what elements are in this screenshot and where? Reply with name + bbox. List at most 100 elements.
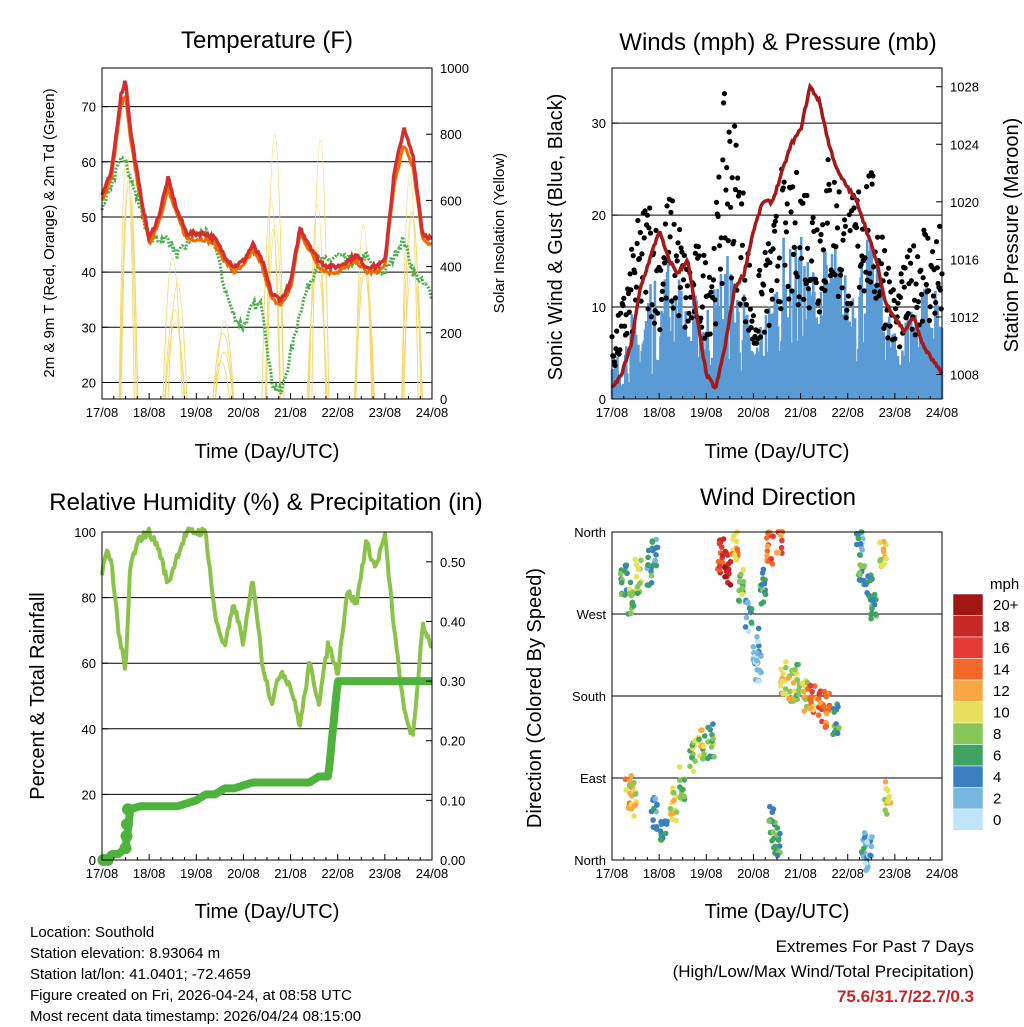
gust-point	[844, 307, 850, 313]
direction-point	[783, 664, 789, 671]
x-tick-label: 18/08	[133, 866, 166, 881]
gust-point	[696, 253, 702, 259]
gust-point	[735, 175, 741, 181]
gust-point	[748, 325, 754, 331]
gust-point	[732, 123, 738, 129]
y-tick-label: 60	[82, 155, 96, 170]
direction-point	[627, 579, 634, 586]
gust-point	[772, 218, 779, 224]
gust-point	[839, 285, 845, 291]
direction-point	[701, 743, 707, 750]
gust-point	[855, 243, 861, 249]
y-tick-label: 0	[599, 392, 606, 407]
gust-point	[809, 258, 815, 264]
gust-point	[794, 274, 801, 280]
gust-point	[911, 297, 918, 303]
direction-point	[760, 576, 766, 582]
gust-point	[625, 290, 632, 297]
direction-point	[795, 691, 802, 697]
gust-point	[871, 264, 877, 270]
direction-point	[635, 566, 642, 573]
gust-point	[740, 190, 746, 196]
gust-point	[893, 306, 899, 312]
direction-point	[744, 599, 751, 605]
gust-point	[911, 243, 917, 249]
legend-swatch	[952, 722, 984, 745]
gust-point	[822, 287, 828, 293]
direction-point	[645, 562, 651, 568]
legend-swatch	[952, 765, 984, 788]
solar-insolation-trace	[212, 361, 231, 400]
direction-x-ticks: 17/08 18/08 19/08 20/08 21/08 22/08 23/08 24/08	[596, 854, 958, 881]
gust-point	[915, 299, 922, 305]
gust-point	[626, 309, 632, 315]
direction-point	[668, 811, 674, 817]
gust-point	[861, 288, 867, 294]
gust-point	[668, 209, 674, 215]
direction-point	[861, 834, 868, 841]
gust-point	[724, 165, 730, 171]
humidity-gridlines	[102, 531, 432, 861]
gust-point	[851, 205, 857, 211]
direction-point	[882, 807, 888, 813]
direction-point	[858, 849, 865, 855]
gust-point	[670, 305, 676, 311]
direction-point	[819, 718, 825, 725]
gust-point	[935, 280, 941, 287]
direction-point	[868, 615, 874, 622]
direction-left-ticks: North East South West North	[572, 525, 618, 868]
direction-point	[654, 801, 660, 808]
direction-point	[867, 577, 874, 584]
direction-point	[676, 777, 683, 783]
gust-point	[658, 267, 664, 273]
gust-point	[766, 322, 772, 328]
x-tick-label: 18/08	[643, 405, 676, 420]
direction-point	[657, 836, 664, 843]
gust-point	[622, 323, 628, 329]
direction-point	[653, 562, 660, 569]
direction-point	[836, 724, 842, 731]
gust-point	[912, 332, 918, 338]
direction-point	[710, 721, 716, 727]
gust-point	[676, 313, 682, 319]
direction-point	[759, 570, 766, 576]
direction-point	[754, 634, 760, 640]
gust-point	[761, 282, 767, 288]
gust-point	[838, 267, 845, 273]
gust-point	[908, 278, 915, 284]
direction-point	[795, 687, 802, 693]
direction-point	[869, 834, 875, 840]
y-tick-label: 100	[74, 525, 96, 540]
gust-point	[663, 295, 669, 301]
direction-point	[809, 689, 815, 695]
gust-point	[677, 226, 683, 233]
y-tick-label-right: 1020	[950, 195, 979, 210]
direction-xlabel: Time (Day/UTC)	[705, 901, 850, 923]
gust-point	[669, 298, 675, 304]
direction-point	[863, 581, 869, 588]
direction-point	[769, 809, 775, 815]
x-tick-label: 19/08	[690, 866, 723, 881]
gust-point	[702, 335, 708, 341]
humidity-series	[97, 526, 435, 866]
direction-point	[629, 601, 635, 607]
x-tick-label: 18/08	[133, 405, 166, 420]
gust-point	[897, 294, 904, 300]
direction-point	[745, 628, 752, 634]
gust-point	[757, 334, 764, 340]
legend-label: 6	[993, 748, 1001, 765]
y-tick-label-right: 400	[440, 260, 462, 275]
direction-point	[867, 852, 873, 859]
x-tick-label: 17/08	[596, 405, 629, 420]
y-tick-label: 60	[82, 656, 96, 671]
gust-point	[613, 346, 619, 352]
direction-point	[872, 611, 879, 617]
gust-point	[721, 91, 728, 97]
solar-insolation-trace	[308, 204, 327, 400]
solar-insolation-trace	[264, 229, 282, 400]
gust-point	[879, 234, 885, 240]
gust-point	[915, 254, 921, 260]
speed-legend: mph 20+ 18 16 14 12 10 8 6 4 2 0	[952, 576, 1019, 831]
gust-point	[673, 253, 680, 259]
gust-point	[635, 217, 641, 224]
